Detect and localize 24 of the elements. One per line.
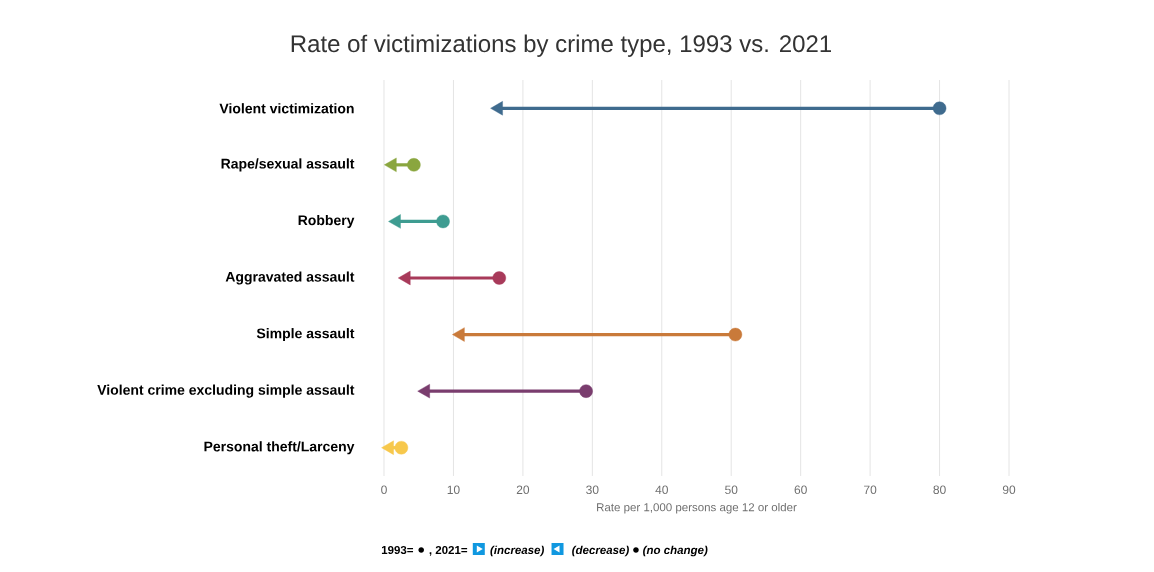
y-tick-label: Simple assault: [256, 328, 355, 342]
text: (increase): [490, 545, 544, 557]
text: 1993=: [381, 545, 414, 555]
chart-title: Rate of victimizations by crime type, 1993 vs. 2021: [291, 34, 831, 57]
text: (decrease): [572, 545, 629, 557]
x-tick-label: 90: [1002, 485, 1016, 495]
y-tick-label: Personal theft/Larceny: [204, 441, 355, 455]
x-tick-label: 30: [586, 485, 599, 495]
y-tick-label: Aggravated assault: [225, 271, 355, 285]
y-tick-label: Violent victimization: [219, 103, 354, 114]
x-axis-title: Rate per 1,000 persons age 12 or older: [597, 502, 797, 514]
text: , 2021=: [429, 545, 468, 556]
x-tick-label: 0: [381, 485, 387, 495]
x-tick-label: 80: [933, 485, 946, 495]
x-tick-label: 40: [655, 485, 668, 495]
y-tick-label: Violent crime excluding simple assault: [97, 384, 355, 398]
y-tick-label: Robbery: [298, 214, 355, 228]
x-tick-label: 70: [864, 485, 877, 495]
x-tick-label: 50: [725, 485, 738, 495]
text: (no change): [643, 545, 708, 557]
x-tick-label: 20: [516, 485, 530, 495]
y-tick-label: Rape/sexual assault: [221, 158, 355, 172]
x-tick-label: 10: [447, 485, 460, 495]
x-tick-label: 60: [794, 485, 807, 495]
